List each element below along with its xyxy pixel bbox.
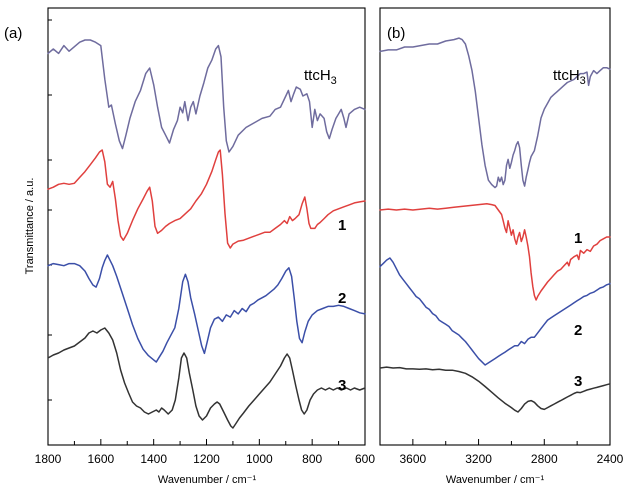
- panel-a-ticks: 1800 1600 1400 1200 1000 800 600: [35, 19, 375, 466]
- x-tick-label: 3200: [465, 452, 492, 466]
- panel-a-series-ttc: ttcH: [304, 67, 331, 84]
- x-tick-label: 1600: [87, 452, 114, 466]
- panel-b-label-2: 2: [574, 322, 582, 339]
- series-line-2: [47, 254, 366, 363]
- x-tick-label: 1800: [35, 452, 62, 466]
- panel-a-label-1: 1: [338, 217, 346, 234]
- panel-a-traces: [47, 39, 366, 429]
- panel-b-traces: [379, 37, 611, 413]
- series-line-1: [379, 202, 611, 301]
- x-tick-label: 1000: [246, 452, 273, 466]
- panel-b-series-ttc: ttcH: [553, 67, 580, 84]
- x-axis-label-b: Wavenumber / cm⁻¹: [446, 474, 545, 486]
- x-tick-label: 1400: [140, 452, 167, 466]
- x-tick-label: 2400: [597, 452, 624, 466]
- panel-b-label-3: 3: [574, 373, 582, 390]
- panel-b-ticks: 3600 3200 2800 2400: [379, 439, 624, 466]
- x-tick-label: 3600: [400, 452, 427, 466]
- panel-b-label: (b): [387, 25, 405, 42]
- panel-b-label-ttcH3: ttcH3: [553, 67, 586, 87]
- panel-a-label-3: 3: [338, 377, 346, 394]
- series-line-3: [379, 366, 611, 413]
- panel-a-label-ttcH3: ttcH3: [304, 67, 337, 87]
- panel-b-subscript-3: 3: [580, 75, 586, 87]
- x-axis-label-a: Wavenumber / cm⁻¹: [158, 474, 257, 486]
- series-line-2: [379, 257, 611, 366]
- series-line-1: [47, 149, 366, 249]
- panel-a-label: (a): [4, 25, 22, 42]
- x-tick-label: 600: [355, 452, 375, 466]
- x-tick-label: 2800: [531, 452, 558, 466]
- panel-a-label-2: 2: [338, 290, 346, 307]
- series-line-ttcH3: [47, 39, 366, 153]
- panel-b-label-1: 1: [574, 230, 582, 247]
- x-tick-label: 1200: [193, 452, 220, 466]
- series-line-ttcH3: [379, 37, 611, 189]
- y-axis-label: Transmittance / a.u.: [24, 178, 36, 275]
- panel-a-subscript-3: 3: [331, 75, 337, 87]
- x-tick-label: 800: [302, 452, 322, 466]
- panel-b-frame: [379, 7, 611, 446]
- series-line-3: [47, 327, 366, 429]
